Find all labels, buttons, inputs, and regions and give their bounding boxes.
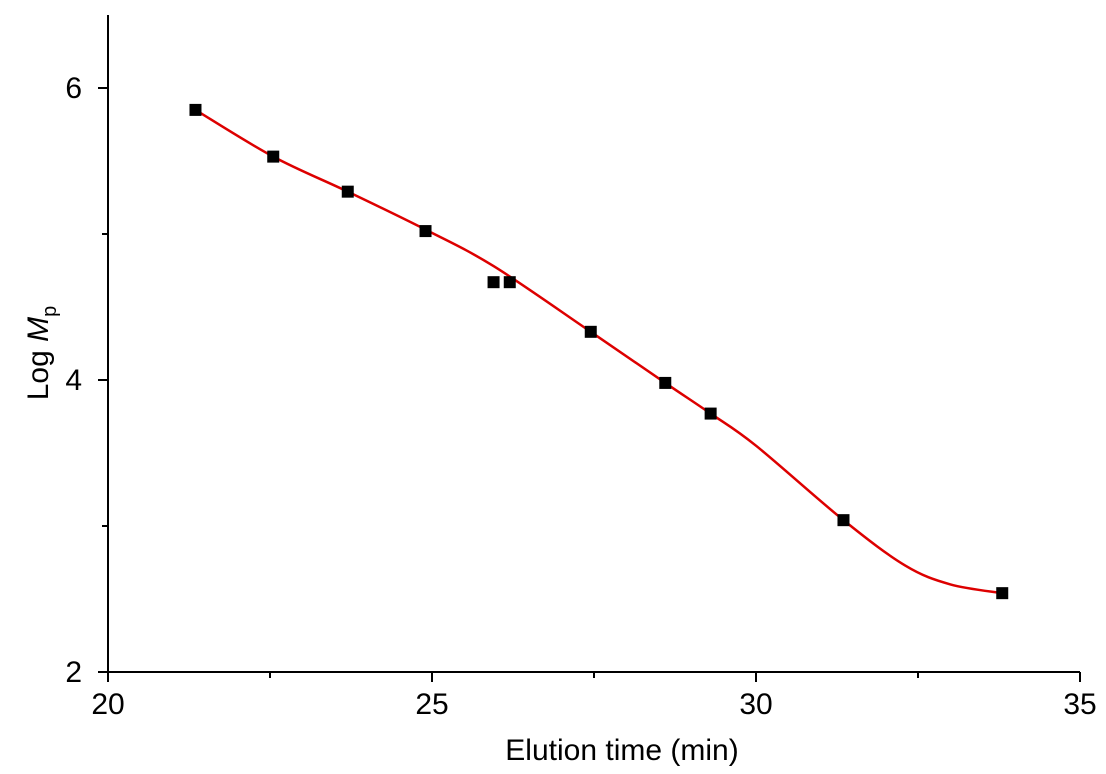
- x-tick-label: 35: [1063, 688, 1096, 721]
- fit-curve: [194, 108, 1003, 595]
- x-tick-label: 30: [739, 688, 772, 721]
- data-point: [584, 325, 597, 338]
- y-axis-title-subscript: p: [39, 306, 61, 317]
- plot-frame: [107, 15, 1080, 673]
- y-tick-label: 2: [65, 656, 82, 689]
- y-axis-title-symbol: M: [22, 317, 55, 342]
- data-point: [996, 587, 1009, 600]
- x-tick-label: 25: [415, 688, 448, 721]
- series-layer: [189, 103, 1009, 600]
- axis-ticks: [98, 87, 1081, 682]
- tick-labels: 20 25 30 35 2 4 6: [65, 72, 1096, 721]
- data-point: [503, 276, 516, 289]
- data-point: [704, 407, 717, 420]
- y-tick-label: 4: [65, 364, 82, 397]
- y-axis-title: Log Mp: [22, 306, 61, 401]
- data-point: [419, 225, 432, 238]
- data-point: [837, 514, 850, 527]
- y-tick-label: 6: [65, 72, 82, 105]
- data-point: [487, 276, 500, 289]
- data-point: [267, 150, 280, 163]
- data-point: [659, 376, 672, 389]
- x-tick-label: 20: [91, 688, 124, 721]
- y-axis-title-prefix: Log: [22, 342, 55, 400]
- x-axis-title: Elution time (min): [505, 734, 738, 767]
- data-point: [189, 103, 202, 116]
- data-point: [341, 185, 354, 198]
